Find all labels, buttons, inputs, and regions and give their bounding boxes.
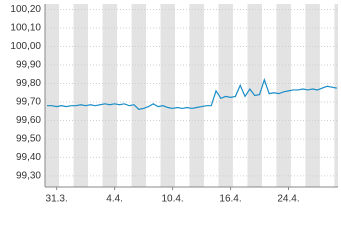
stripe [218,4,233,187]
y-tick-label: 99,50 [16,134,41,145]
stripe [73,4,89,187]
y-tick-label: 100,20 [10,4,41,15]
stripe [160,4,175,187]
y-tick-label: 99,40 [16,152,41,163]
stripe [131,4,147,187]
y-tick-label: 100,00 [10,41,41,52]
page: 99,30 99,40 99,50 99,60 99,70 99,80 99,90 100,0… [10,4,338,205]
stripe [45,4,60,187]
y-tick-label: 99,80 [16,78,41,89]
stripe [276,4,291,187]
x-tick-label: 4.4. [106,194,123,205]
y-tick-label: 99,70 [16,97,41,108]
x-tick-label: 10.4. [161,194,183,205]
chart: 99,30 99,40 99,50 99,60 99,70 99,80 99,90 100,0… [10,4,338,205]
y-tick-label: 99,30 [16,171,41,182]
x-tick-label: 16.4. [219,194,241,205]
price-line [47,77,337,111]
stripe [305,4,320,187]
stripe [102,4,118,187]
stripe [334,4,338,187]
y-tick-label: 100,10 [10,23,41,34]
x-tick-label: 31.3. [46,194,68,205]
y-tick-label: 99,60 [16,115,41,126]
stripe [189,4,204,187]
y-tick-label: 99,90 [16,60,41,71]
x-tick-label: 24.4. [277,194,299,205]
